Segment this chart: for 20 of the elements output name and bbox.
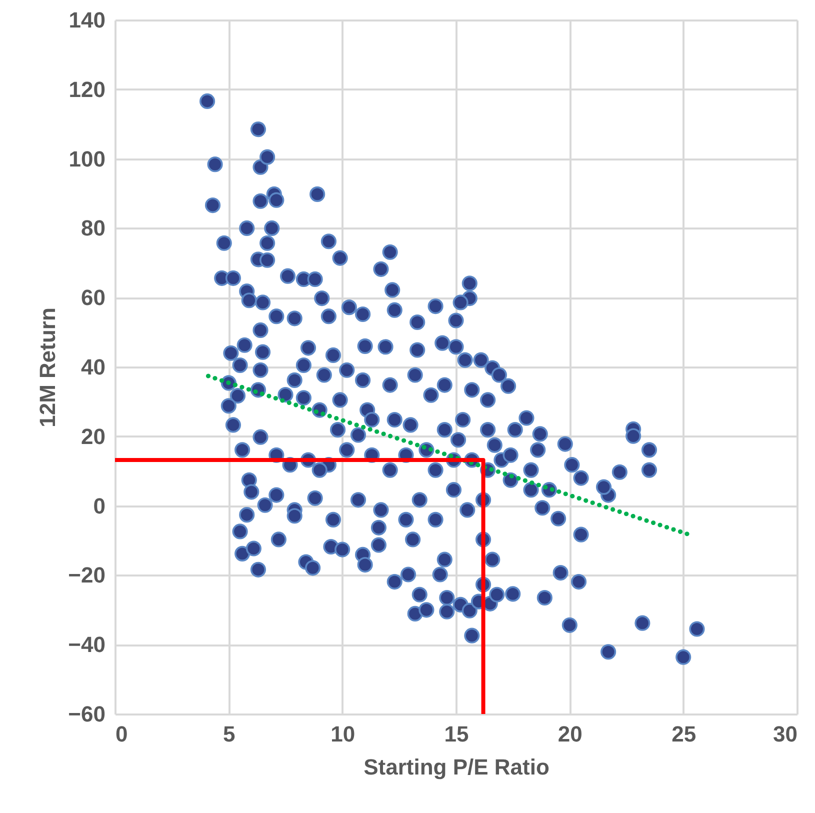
x-tick-label: 5	[223, 722, 236, 746]
y-tick-label: 80	[81, 216, 106, 241]
x-tick-label: 30	[773, 722, 798, 746]
x-tick-label: 20	[558, 722, 582, 746]
x-axis-title: Starting P/E Ratio	[364, 754, 550, 780]
y-tick-label: 140	[68, 8, 106, 32]
y-axis-title: 12M Return	[35, 308, 60, 428]
y-tick-label: 0	[93, 493, 106, 518]
y-tick-label: 100	[68, 146, 106, 172]
y-tick-label: −20	[68, 562, 106, 588]
x-tick-label: 15	[444, 722, 469, 746]
y-tick-label: 40	[81, 354, 106, 380]
y-tick-label: 20	[81, 424, 106, 449]
y-tick-label: −60	[68, 702, 106, 726]
x-tick-label: 10	[330, 722, 356, 746]
x-tick-label: 25	[672, 722, 696, 746]
y-tick-label: 60	[81, 285, 106, 310]
x-tick-label: 0	[116, 722, 128, 746]
y-tick-label: 120	[68, 76, 106, 102]
y-tick-label: −40	[68, 632, 106, 658]
